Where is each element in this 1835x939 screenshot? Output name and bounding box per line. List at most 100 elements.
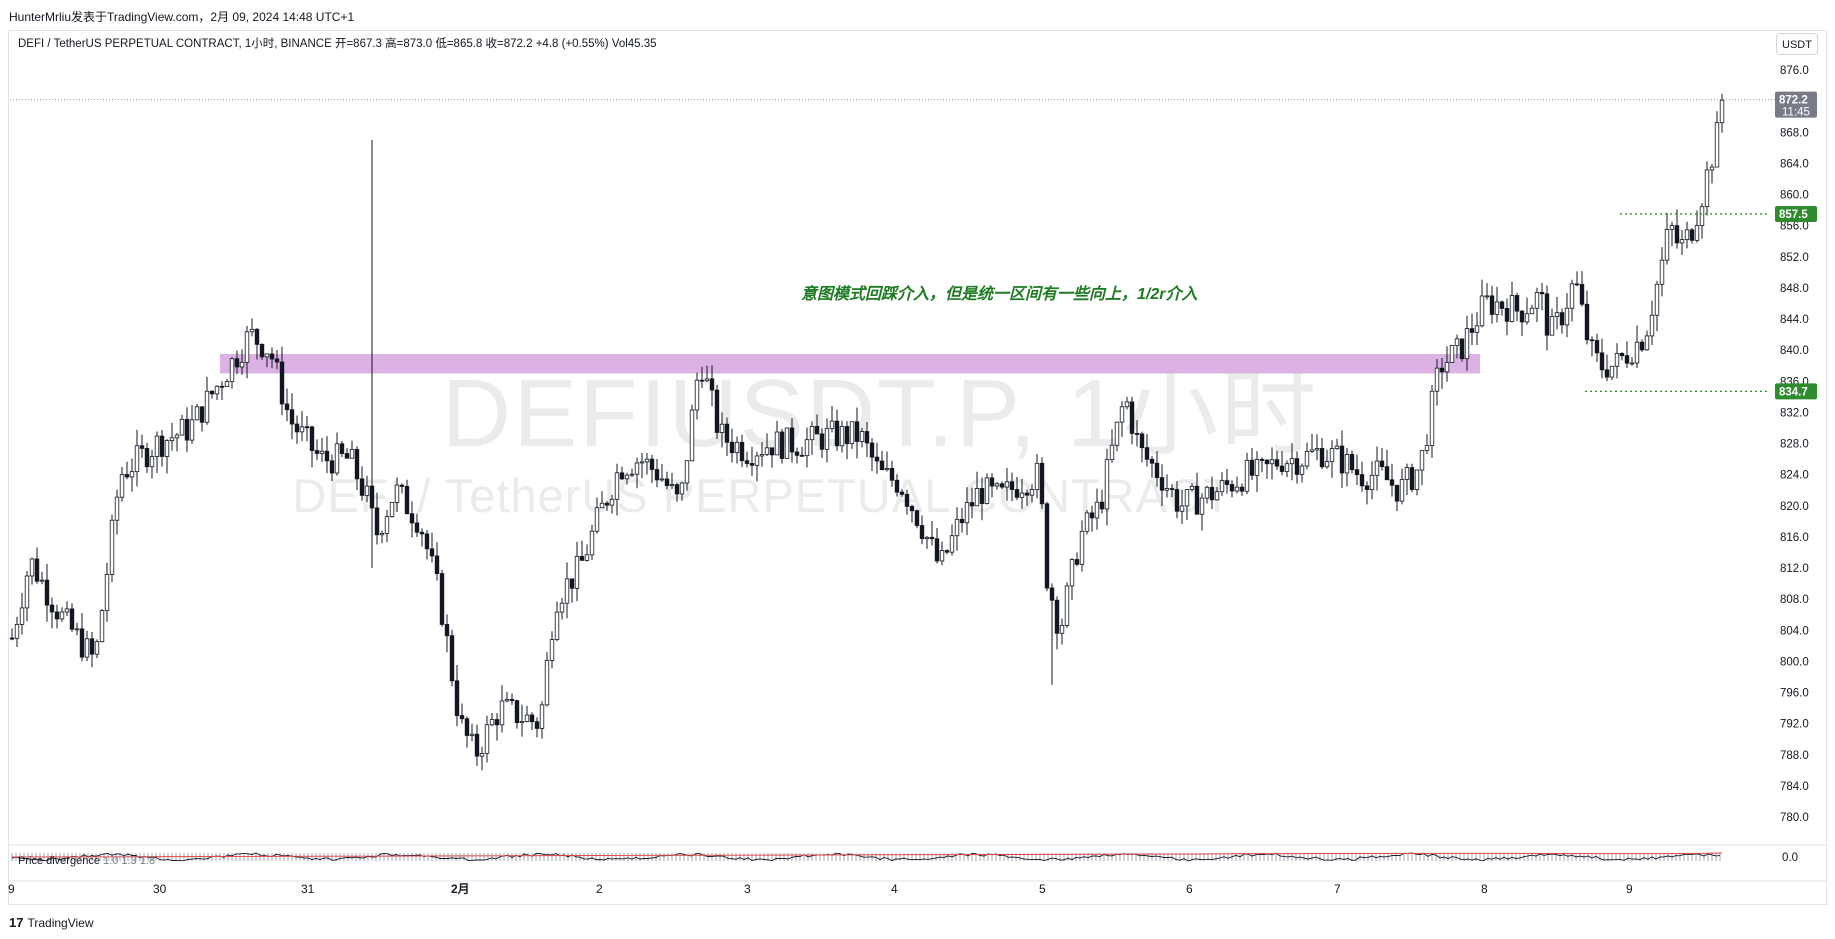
candle-up: [544, 660, 550, 706]
footer-branding[interactable]: 17 TradingView: [9, 915, 94, 930]
candle-down: [1014, 489, 1020, 498]
candle-down: [894, 479, 900, 493]
candle-down: [1544, 293, 1550, 336]
candle-up: [1214, 491, 1220, 501]
last-price-tag-countdown: 11:45: [1782, 107, 1810, 119]
candle-up: [559, 602, 565, 613]
y-axis-tick: 788.0: [1780, 750, 1809, 762]
candle-up: [689, 409, 695, 462]
candle-down: [1274, 459, 1280, 467]
x-axis-tick: 6: [1186, 882, 1193, 896]
candle-up: [99, 610, 105, 643]
candle-up: [1629, 362, 1635, 365]
currency-button[interactable]: USDT: [1776, 33, 1818, 55]
candle-up: [809, 426, 815, 441]
candle-down: [929, 536, 935, 540]
candle-down: [769, 447, 775, 456]
candle-up: [334, 443, 340, 474]
candle-down: [1149, 458, 1155, 464]
candle-up: [1199, 497, 1205, 515]
candle-up: [164, 440, 170, 457]
candle-down: [49, 604, 55, 613]
candle-down: [359, 478, 365, 496]
candle-down: [604, 502, 610, 506]
candle-up: [1684, 229, 1690, 240]
candle-down: [309, 426, 315, 451]
candle-up: [364, 485, 370, 496]
candle-up: [1269, 459, 1275, 465]
candle-up: [584, 554, 590, 561]
y-axis-tick: 784.0: [1780, 781, 1809, 793]
candle-down: [1339, 445, 1345, 474]
candle-up: [1454, 338, 1460, 346]
candle-down: [1639, 341, 1645, 351]
candle-up: [244, 331, 250, 363]
candle-up: [1124, 401, 1130, 408]
candle-down: [344, 453, 350, 459]
candle-down: [1539, 292, 1545, 295]
author-line: HunterMrliu发表于TradingView.com，2月 09, 202…: [9, 10, 355, 24]
candle-up: [609, 498, 615, 506]
candle-down: [1439, 367, 1445, 373]
candle-up: [1414, 469, 1420, 490]
candle-up: [1554, 312, 1560, 317]
x-axis-tick: 2: [596, 882, 603, 896]
candle-down: [209, 390, 215, 395]
candle-down: [1024, 492, 1030, 496]
candle-up: [954, 518, 960, 537]
candle-up: [1429, 390, 1435, 446]
candle-down: [969, 502, 975, 507]
candle-down: [404, 486, 410, 515]
candle-down: [1089, 512, 1095, 519]
candle-up: [1659, 259, 1665, 285]
candle-up: [1694, 225, 1700, 241]
candle-up: [1164, 488, 1170, 491]
candle-up: [939, 550, 945, 562]
candle-down: [1589, 339, 1595, 342]
candle-down: [424, 533, 430, 550]
candle-down: [789, 427, 795, 453]
candle-up: [624, 474, 630, 480]
candle-up: [1079, 530, 1085, 565]
candle-up: [29, 558, 35, 577]
candle-down: [844, 426, 850, 444]
candle-down: [579, 555, 585, 561]
indicator-legend[interactable]: Price divergence 1.0 1.3 1.8: [18, 855, 155, 867]
y-axis-tick: 800.0: [1780, 656, 1809, 668]
candle-up: [114, 496, 120, 521]
candle-up: [1299, 465, 1305, 475]
candle-up: [379, 533, 385, 536]
candle-up: [694, 379, 700, 411]
candle-up: [204, 390, 210, 423]
candle-up: [924, 536, 930, 539]
candle-up: [19, 607, 25, 625]
symbol-info-legend[interactable]: DEFI / TetherUS PERPETUAL CONTRACT, 1小时,…: [18, 38, 657, 50]
candle-down: [529, 714, 535, 723]
support-resistance-zone: [220, 354, 1480, 374]
candle-up: [1664, 228, 1670, 261]
candle-up: [224, 381, 230, 387]
candle-up: [154, 435, 160, 457]
candle-down: [1099, 501, 1105, 510]
candle-up: [179, 418, 185, 436]
candle-up: [1704, 169, 1710, 208]
candle-down: [919, 525, 925, 539]
candle-up: [984, 477, 990, 504]
candle-up: [1304, 451, 1310, 467]
y-axis-tick: 824.0: [1780, 470, 1809, 482]
candle-up: [1254, 459, 1260, 476]
candle-up: [1614, 352, 1620, 367]
candle-down: [1279, 465, 1285, 472]
candle-down: [1354, 469, 1360, 476]
candle-down: [569, 578, 575, 589]
chart-annotation[interactable]: 意图模式回踩介入，但是统一区间有一些向上，1/2r介入: [801, 286, 1198, 303]
y-axis-tick: 864.0: [1780, 158, 1809, 170]
y-axis-tick: 820.0: [1780, 501, 1809, 513]
candle-up: [189, 419, 195, 441]
candle-down: [959, 518, 965, 524]
candle-down: [1384, 466, 1390, 481]
y-axis-tick: 860.0: [1780, 190, 1809, 202]
candle-up: [824, 428, 830, 450]
candle-up: [1484, 295, 1490, 298]
